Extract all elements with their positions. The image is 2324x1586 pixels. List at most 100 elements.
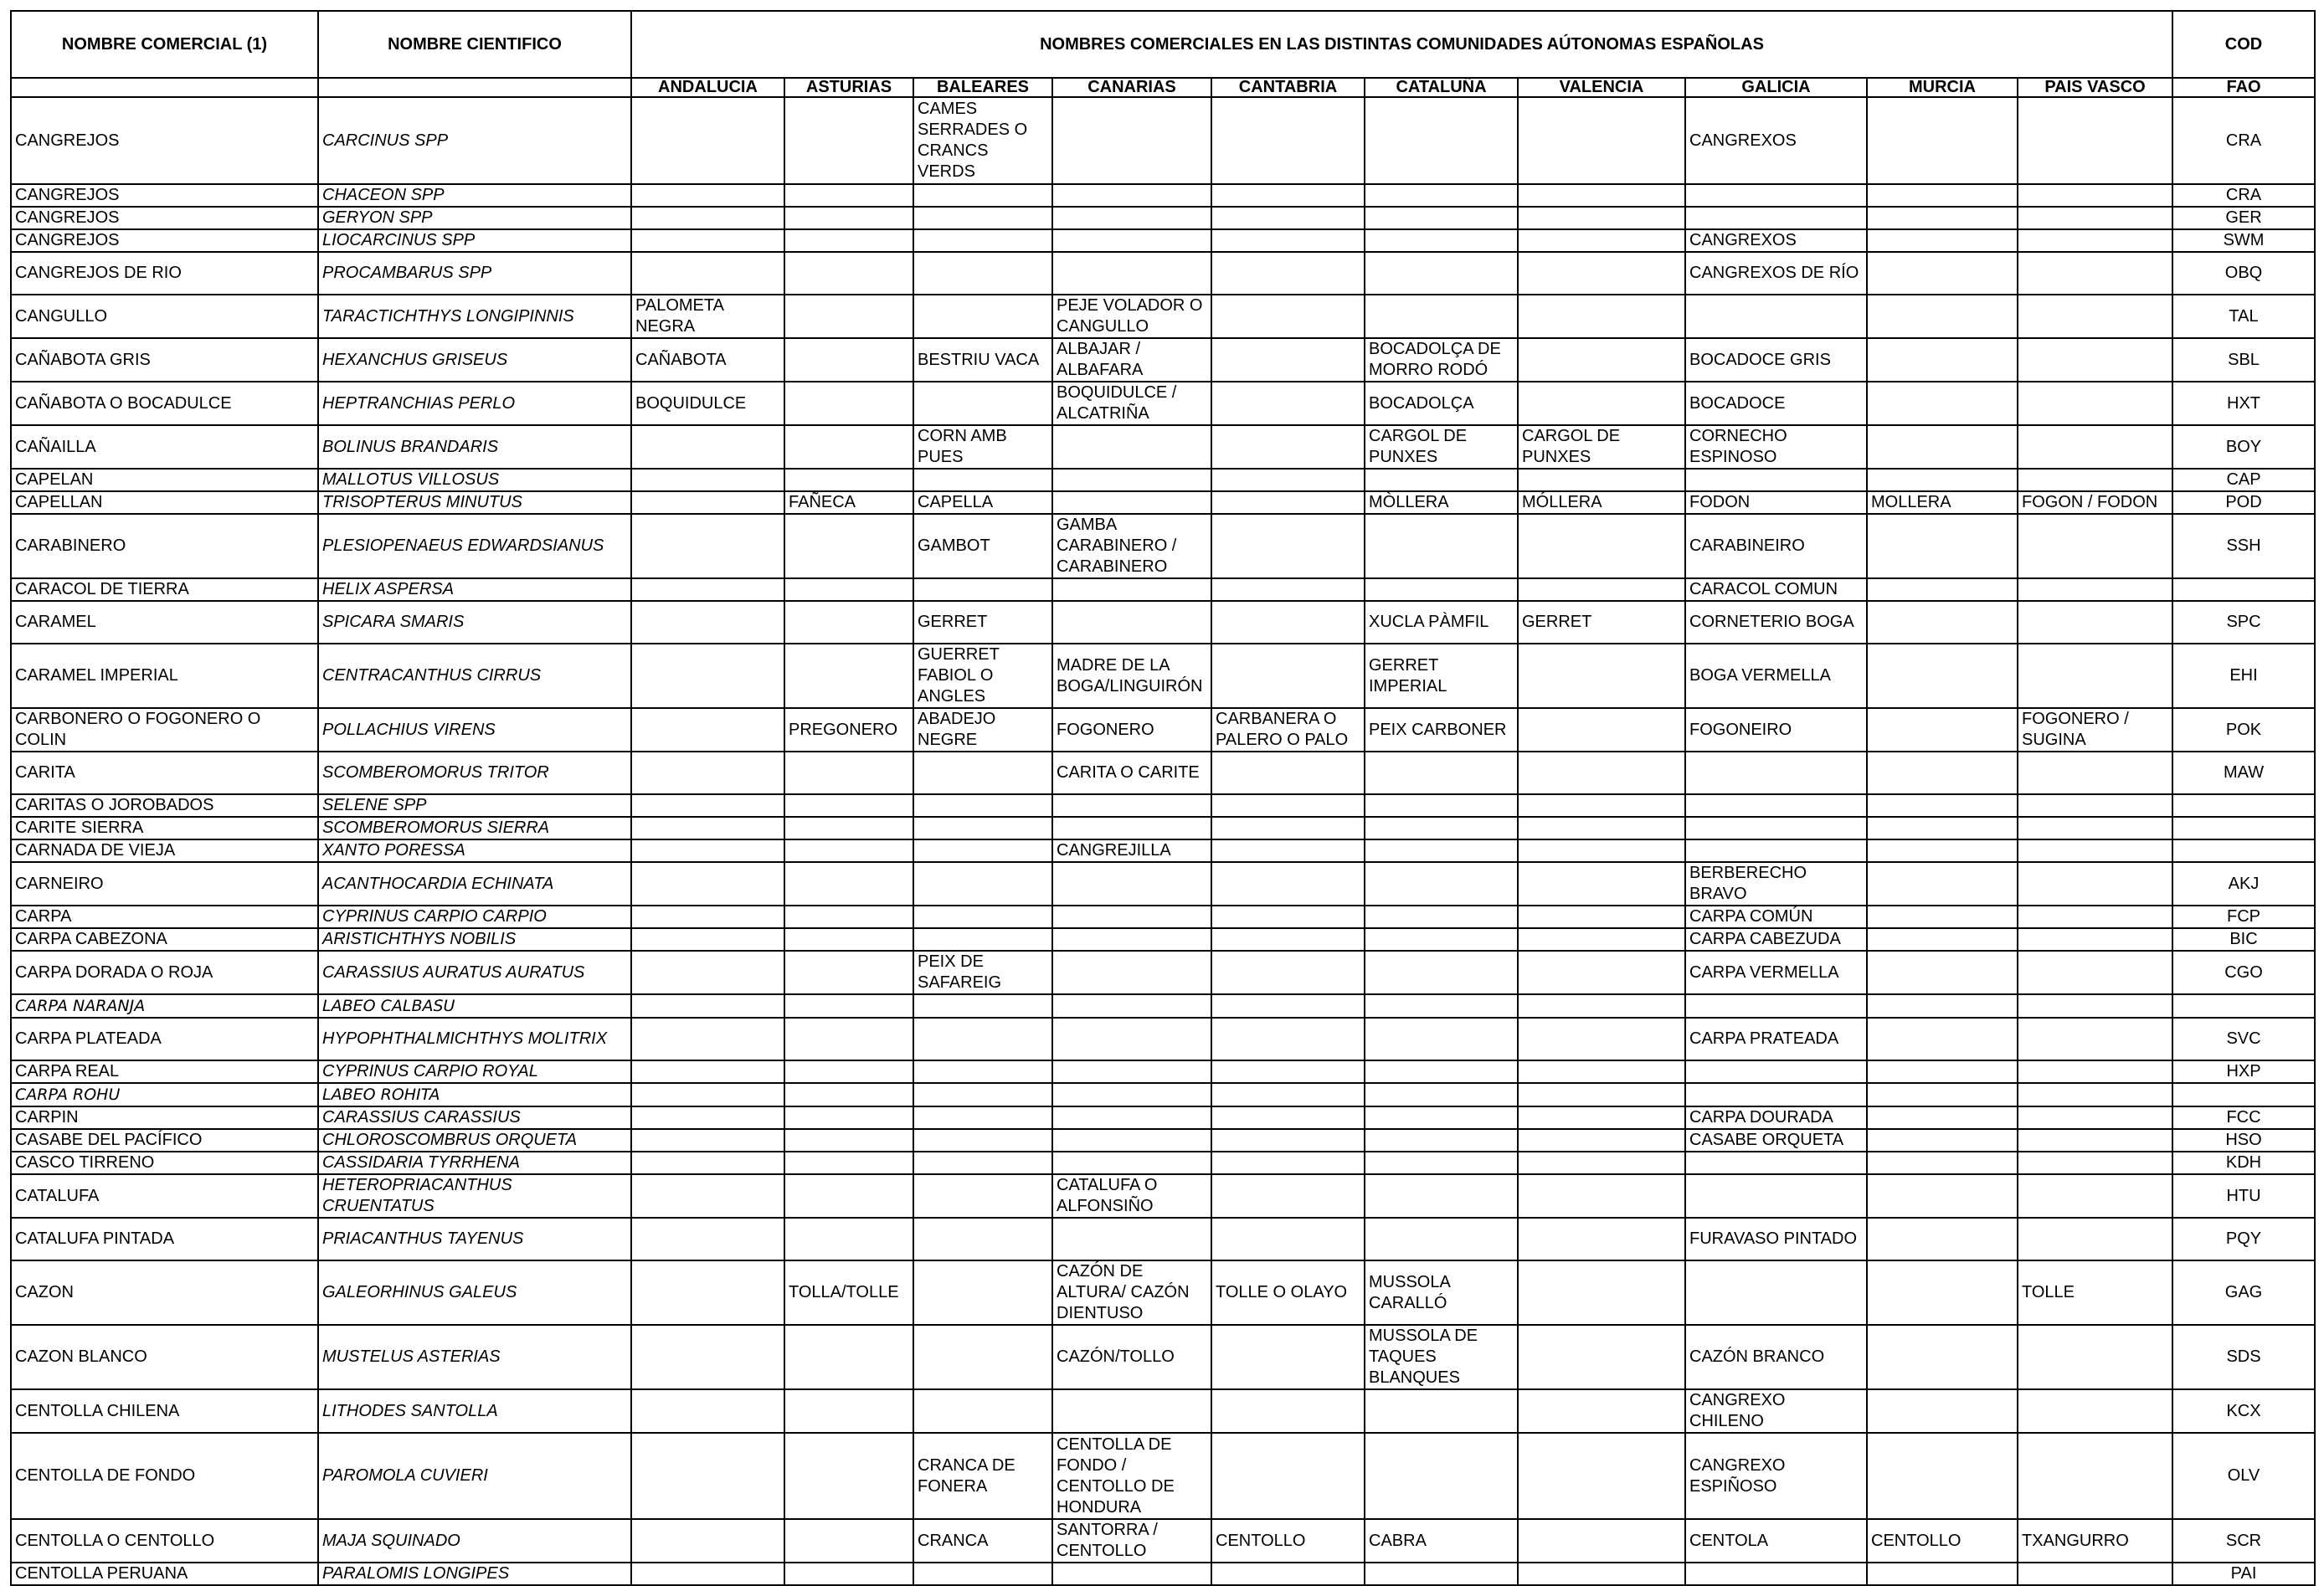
cell-region-murcia: CENTOLLO: [1866, 1518, 2018, 1563]
cell-region-galicia: [1684, 183, 1868, 208]
cell-region-cataluna: [1364, 751, 1519, 795]
cell-commercial-name: CENTOLLA CHILENA: [10, 1388, 319, 1434]
cell-region-andalucia: [630, 228, 785, 253]
cell-region-galicia: CARABINEIRO: [1684, 513, 1868, 579]
cell-region-canarias: PEJE VOLADOR O CANGULLO: [1051, 294, 1212, 339]
cell-region-asturias: [784, 751, 914, 795]
cell-region-cataluna: [1364, 861, 1519, 906]
cell-region-cantabria: [1211, 381, 1365, 426]
cell-region-murcia: [1866, 513, 2018, 579]
cell-region-cataluna: [1364, 993, 1519, 1019]
cell-commercial-name: CANGREJOS: [10, 96, 319, 185]
cell-region-canarias: [1051, 1388, 1212, 1434]
cell-region-baleares: CAMES SERRADES O CRANCS VERDS: [913, 96, 1053, 185]
cell-fao-code: PQY: [2172, 1217, 2316, 1261]
cell-region-valencia: [1517, 1017, 1686, 1061]
cell-region-cantabria: [1211, 183, 1365, 208]
cell-region-cantabria: [1211, 468, 1365, 492]
cell-region-baleares: [913, 1388, 1053, 1434]
cell-fao-code: HXT: [2172, 381, 2316, 426]
header-cod: COD: [2172, 10, 2316, 79]
cell-region-asturias: [784, 1562, 914, 1586]
cell-region-valencia: [1517, 927, 1686, 952]
cell-region-canarias: [1051, 793, 1212, 818]
cell-region-murcia: [1866, 381, 2018, 426]
header-region-asturias: ASTURIAS: [784, 77, 914, 98]
cell-region-galicia: [1684, 1260, 1868, 1326]
cell-fao-code: BIC: [2172, 927, 2316, 952]
cell-region-galicia: CORNETERIO BOGA: [1684, 600, 1868, 644]
cell-commercial-name: CARITAS O JOROBADOS: [10, 793, 319, 818]
cell-region-canarias: [1051, 816, 1212, 840]
cell-region-canarias: CAZÓN DE ALTURA/ CAZÓN DIENTUSO: [1051, 1260, 1212, 1326]
cell-region-cataluna: XUCLA PÀMFIL: [1364, 600, 1519, 644]
cell-region-asturias: [784, 1060, 914, 1084]
table-row: CANGREJOS GERYON SPP GER: [10, 206, 2316, 230]
table-row: CARITAS O JOROBADOS SELENE SPP: [10, 793, 2316, 818]
cell-region-andalucia: [630, 1128, 785, 1152]
cell-commercial-name: CARPA CABEZONA: [10, 927, 319, 952]
cell-scientific-name: SPICARA SMARIS: [317, 600, 632, 644]
table-row: CANGREJOS CHACEON SPP CRA: [10, 183, 2316, 208]
table-row: CARPA DORADA O ROJA CARASSIUS AURATUS AUR…: [10, 950, 2316, 995]
cell-region-galicia: CARPA CABEZUDA: [1684, 927, 1868, 952]
cell-region-cataluna: [1364, 1017, 1519, 1061]
cell-region-cantabria: [1211, 251, 1365, 295]
table-row: CARPA CABEZONA ARISTICHTHYS NOBILIS CARPA …: [10, 927, 2316, 952]
cell-region-baleares: [913, 1151, 1053, 1175]
cell-region-cataluna: [1364, 228, 1519, 253]
cell-scientific-name: GALEORHINUS GALEUS: [317, 1260, 632, 1326]
cell-fao-code: POD: [2172, 490, 2316, 515]
cell-region-asturias: [784, 577, 914, 602]
species-names-table: NOMBRE COMERCIAL (1) NOMBRE CIENTIFICO N…: [10, 10, 2316, 1586]
cell-region-cataluna: [1364, 950, 1519, 995]
table-row: CARPA ROHU LABEO ROHITA: [10, 1082, 2316, 1107]
cell-region-cantabria: [1211, 337, 1365, 382]
cell-commercial-name: CANGULLO: [10, 294, 319, 339]
cell-commercial-name: CENTOLLA PERUANA: [10, 1562, 319, 1586]
cell-region-asturias: [784, 905, 914, 929]
cell-region-cataluna: [1364, 816, 1519, 840]
cell-fao-code: [2172, 577, 2316, 602]
cell-region-asturias: [784, 1151, 914, 1175]
cell-region-asturias: [784, 294, 914, 339]
cell-region-murcia: [1866, 206, 2018, 230]
table-row: CAZON BLANCO MUSTELUS ASTERIAS CAZÓN/TOLLO…: [10, 1324, 2316, 1390]
cell-region-asturias: [784, 816, 914, 840]
cell-region-pais-vasco: FOGON / FODON: [2016, 490, 2174, 515]
cell-region-valencia: [1517, 228, 1686, 253]
cell-region-murcia: [1866, 468, 2018, 492]
cell-scientific-name: CARASSIUS AURATUS AURATUS: [317, 950, 632, 995]
cell-region-galicia: FODON: [1684, 490, 1868, 515]
cell-fao-code: CRA: [2172, 96, 2316, 185]
cell-scientific-name: PARALOMIS LONGIPES: [317, 1562, 632, 1586]
cell-region-andalucia: [630, 1324, 785, 1390]
cell-region-murcia: [1866, 1388, 2018, 1434]
cell-region-canarias: [1051, 251, 1212, 295]
cell-commercial-name: CANGREJOS: [10, 183, 319, 208]
cell-region-canarias: [1051, 490, 1212, 515]
cell-scientific-name: PAROMOLA CUVIERI: [317, 1432, 632, 1520]
cell-fao-code: CRA: [2172, 183, 2316, 208]
cell-region-cataluna: [1364, 206, 1519, 230]
cell-region-galicia: [1684, 839, 1868, 863]
cell-commercial-name: CARNADA DE VIEJA: [10, 839, 319, 863]
cell-region-baleares: CAPELLA: [913, 490, 1053, 515]
cell-region-valencia: [1517, 96, 1686, 185]
cell-region-murcia: [1866, 793, 2018, 818]
cell-region-cantabria: TOLLE O OLAYO: [1211, 1260, 1365, 1326]
cell-region-asturias: [784, 600, 914, 644]
cell-region-galicia: [1684, 1562, 1868, 1586]
header-region-valencia: VALENCIA: [1517, 77, 1686, 98]
cell-commercial-name: CAZON BLANCO: [10, 1324, 319, 1390]
cell-region-pais-vasco: [2016, 905, 2174, 929]
cell-region-murcia: [1866, 228, 2018, 253]
cell-scientific-name: PRIACANTHUS TAYENUS: [317, 1217, 632, 1261]
cell-region-asturias: [784, 927, 914, 952]
cell-fao-code: PAI: [2172, 1562, 2316, 1586]
cell-region-asturias: [784, 1388, 914, 1434]
cell-fao-code: KDH: [2172, 1151, 2316, 1175]
cell-fao-code: OLV: [2172, 1432, 2316, 1520]
cell-region-galicia: CARPA VERMELLA: [1684, 950, 1868, 995]
cell-region-valencia: [1517, 707, 1686, 752]
